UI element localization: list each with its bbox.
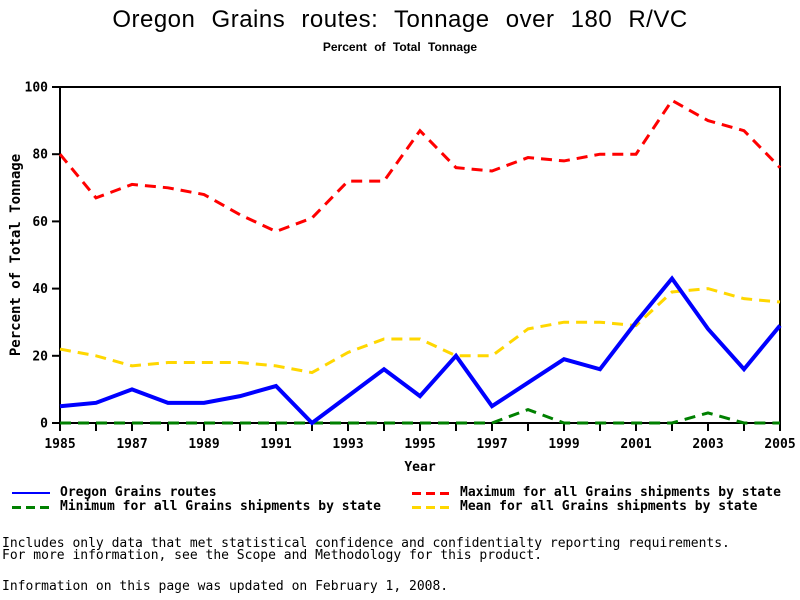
x-tick-label: 1999 xyxy=(548,437,579,452)
legend-item-maximum: Maximum for all Grains shipments by stat… xyxy=(412,486,781,500)
y-tick-label: 100 xyxy=(25,81,49,96)
y-tick-label: 40 xyxy=(32,282,48,297)
legend-item-mean: Mean for all Grains shipments by state xyxy=(412,500,757,514)
legend-label: Mean for all Grains shipments by state xyxy=(460,499,758,514)
x-tick-label: 1995 xyxy=(404,437,435,452)
x-tick-label: 1993 xyxy=(332,437,363,452)
x-tick-label: 1997 xyxy=(476,437,507,452)
series-line-maximum-for-all-grains-shipments-by-state xyxy=(58,98,782,234)
legend-line-sample-dashed-red xyxy=(412,491,450,495)
legend-label: Maximum for all Grains shipments by stat… xyxy=(460,485,781,500)
legend-line-sample-dashed-green xyxy=(12,505,50,509)
footnote-line-2: For more information, see the Scope and … xyxy=(2,548,543,563)
legend-item-oregon-grains-routes: Oregon Grains routes xyxy=(12,486,217,500)
footnote-line-1: Includes only data that met statistical … xyxy=(2,536,730,551)
plot-frame xyxy=(59,86,781,424)
y-tick-label: 20 xyxy=(32,349,48,364)
x-axis-title: Year xyxy=(404,460,435,475)
legend-label: Minimum for all Grains shipments by stat… xyxy=(60,499,381,514)
y-tick-label: 80 xyxy=(32,148,48,163)
x-tick-label: 2003 xyxy=(692,437,723,452)
x-tick-label: 1991 xyxy=(260,437,291,452)
x-tick-label: 1985 xyxy=(44,437,75,452)
y-tick-label: 0 xyxy=(40,417,48,432)
y-tick-label: 60 xyxy=(32,215,48,230)
x-tick-label: 2005 xyxy=(764,437,795,452)
legend-item-minimum: Minimum for all Grains shipments by stat… xyxy=(12,500,381,514)
x-tick-label: 2001 xyxy=(620,437,651,452)
legend-label: Oregon Grains routes xyxy=(60,485,217,500)
footnote-updated: Information on this page was updated on … xyxy=(2,579,449,594)
legend-line-sample-solid-blue xyxy=(12,492,50,494)
y-axis-title: Percent of Total Tonnage xyxy=(8,154,24,356)
legend-line-sample-dashed-yellow xyxy=(412,505,450,509)
x-tick-label: 1987 xyxy=(116,437,147,452)
series-line-oregon-grains-routes xyxy=(59,275,782,426)
series-line-minimum-for-all-grains-shipments-by-state xyxy=(60,407,780,425)
x-tick-label: 1989 xyxy=(188,437,219,452)
chart-subtitle: Percent of Total Tonnage xyxy=(322,40,478,54)
chart-title: Oregon Grains routes: Tonnage over 180 R… xyxy=(112,6,688,33)
series-line-mean-for-all-grains-shipments-by-state xyxy=(59,287,781,375)
